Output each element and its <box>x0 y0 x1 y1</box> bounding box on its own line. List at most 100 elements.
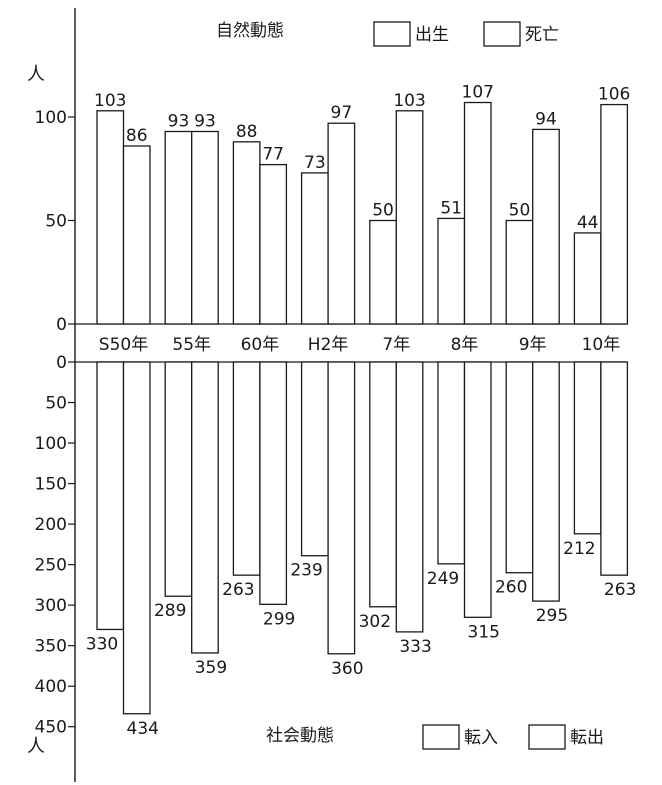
bottom-y-tick-label: 300 <box>35 596 67 616</box>
bottom-data-label: 263 <box>222 580 254 600</box>
top-data-label: 93 <box>168 111 190 131</box>
bottom-y-tick-label: 100 <box>35 434 67 454</box>
category-label: 9年 <box>519 335 547 355</box>
move-out-bar <box>327 361 356 655</box>
move-in-bar <box>300 361 329 557</box>
top-bars <box>96 101 629 325</box>
bottom-y-ticks: 0 50 100 150 200 250 300 350 400 450 <box>35 353 75 738</box>
move-in-bar <box>573 361 602 535</box>
top-data-label: 50 <box>372 201 394 221</box>
bottom-data-label: 260 <box>495 578 527 598</box>
category-label: 7年 <box>382 335 410 355</box>
bottom-data-label: 289 <box>154 601 186 621</box>
bottom-data-label: 239 <box>290 561 322 581</box>
category-label: H2年 <box>308 335 349 355</box>
bottom-data-label: 315 <box>468 622 500 642</box>
bottom-data-label: 299 <box>263 609 295 629</box>
death-bar <box>259 163 288 325</box>
bottom-data-label: 434 <box>127 719 159 739</box>
move-in-bar <box>437 361 466 565</box>
bottom-y-tick-label: 350 <box>35 637 67 657</box>
category-label: 8年 <box>451 335 479 355</box>
death-bar <box>327 122 356 325</box>
top-data-label: 106 <box>598 85 630 105</box>
bottom-y-tick-label: 450 <box>35 718 67 738</box>
legend-label-death: 死亡 <box>525 25 559 45</box>
bottom-data-label: 295 <box>536 606 568 626</box>
top-data-label: 94 <box>535 109 557 129</box>
move-out-bar <box>191 361 219 654</box>
death-bar <box>191 130 219 325</box>
legend-swatch-birth <box>373 21 411 47</box>
top-y-tick-label: 50 <box>45 212 67 232</box>
move-out-bar <box>600 361 629 576</box>
bottom-y-tick-label: 200 <box>35 515 67 535</box>
move-out-bar <box>259 361 288 605</box>
top-y-unit: 人 <box>27 64 45 85</box>
bottom-data-label: 359 <box>195 658 227 678</box>
top-data-labels: 103 93 88 73 50 51 50 44 86 93 77 97 103 107 94 106 <box>94 83 630 233</box>
legend-swatch-move-out <box>528 724 566 750</box>
death-bar <box>395 110 424 325</box>
death-bar <box>532 128 560 325</box>
category-label: S50年 <box>99 335 148 355</box>
birth-bar <box>505 219 534 325</box>
top-chart-title: 自然動態 <box>216 21 284 41</box>
bottom-y-tick-label: 50 <box>45 394 67 414</box>
move-out-bar <box>395 361 424 633</box>
category-label: 10年 <box>582 335 621 355</box>
bottom-data-label: 249 <box>427 569 459 589</box>
death-bar <box>122 145 151 325</box>
birth-bar <box>300 172 329 325</box>
move-in-bar <box>164 361 193 597</box>
top-data-label: 103 <box>393 91 425 111</box>
legend-label-birth: 出生 <box>415 25 449 45</box>
bottom-data-label: 263 <box>604 580 636 600</box>
top-y-tick-label: 0 <box>56 315 67 335</box>
bottom-data-label: 333 <box>399 637 431 657</box>
birth-bar <box>369 219 397 325</box>
birth-bar <box>437 217 466 325</box>
move-in-bar <box>369 361 397 608</box>
top-data-label: 51 <box>440 198 462 218</box>
top-data-label: 77 <box>262 145 284 165</box>
top-y-ticks: 0 50 100 <box>35 108 75 335</box>
move-in-bar <box>96 361 125 631</box>
bottom-y-tick-label: 0 <box>56 353 67 373</box>
top-y-tick-label: 100 <box>35 108 67 128</box>
bottom-data-label: 302 <box>359 612 391 632</box>
bottom-chart-title: 社会動態 <box>266 726 334 746</box>
top-data-label: 103 <box>94 91 126 111</box>
bottom-data-label: 360 <box>331 659 363 679</box>
move-in-bar <box>505 361 534 574</box>
bottom-data-labels: 330 289 263 239 302 249 260 212 434 359 299 360 333 3… <box>86 539 637 739</box>
category-label: 55年 <box>172 335 211 355</box>
top-data-label: 107 <box>462 83 494 103</box>
bottom-y-tick-label: 400 <box>35 677 67 697</box>
move-out-bar <box>463 361 492 618</box>
bottom-data-label: 330 <box>86 634 118 654</box>
legend-swatch-death <box>483 21 521 47</box>
bottom-y-tick-label: 250 <box>35 556 67 576</box>
birth-bar <box>232 141 261 325</box>
category-label: 60年 <box>241 335 280 355</box>
top-data-label: 73 <box>304 153 326 173</box>
birth-bar <box>573 232 602 325</box>
legend-swatch-move-in <box>422 724 460 750</box>
top-data-label: 93 <box>194 111 216 131</box>
death-bar <box>600 103 629 325</box>
birth-bar <box>96 110 125 325</box>
bottom-y-unit: 人 <box>27 736 45 757</box>
top-data-label: 44 <box>577 213 599 233</box>
bottom-data-label: 212 <box>563 539 595 559</box>
bottom-y-tick-label: 150 <box>35 475 67 495</box>
bottom-bars <box>96 361 629 715</box>
top-data-label: 50 <box>509 201 531 221</box>
move-in-bar <box>232 361 261 576</box>
birth-bar <box>164 130 193 325</box>
death-bar <box>463 101 492 325</box>
top-data-label: 86 <box>126 126 148 146</box>
top-data-label: 97 <box>331 103 353 123</box>
legend-label-move-out: 転出 <box>570 728 604 748</box>
legend-label-move-in: 転入 <box>464 728 498 748</box>
